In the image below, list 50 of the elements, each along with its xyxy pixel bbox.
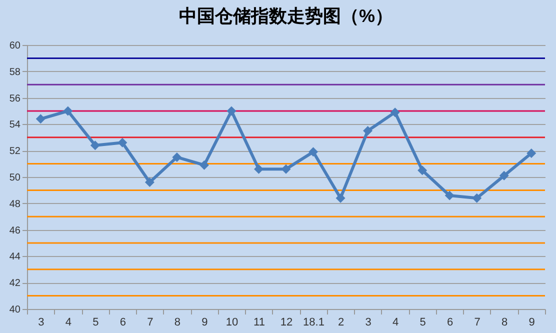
point [63, 106, 73, 116]
point [254, 164, 264, 174]
point [526, 148, 536, 158]
point [499, 170, 509, 180]
x-tick-label: 3 [38, 316, 44, 328]
x-tick-label: 18.1 [303, 316, 324, 328]
y-tick-label: 46 [9, 225, 21, 236]
x-tick-label: 11 [254, 316, 265, 328]
point [336, 193, 346, 203]
y-tick-label: 54 [9, 120, 21, 131]
x-tick-label: 6 [447, 316, 454, 328]
x-tick-label: 6 [120, 316, 126, 328]
x-tick-label: 10 [226, 316, 238, 328]
x-tick-label: 8 [174, 316, 181, 328]
point [444, 190, 454, 200]
x-tick-label: 3 [365, 316, 372, 328]
y-tick-label: 52 [9, 146, 21, 158]
point [472, 193, 482, 203]
x-tick-label: 2 [338, 316, 344, 328]
point [418, 166, 428, 176]
x-tick-label: 8 [502, 316, 508, 328]
y-tick-label: 44 [9, 252, 21, 263]
y-tick-label: 48 [9, 198, 21, 210]
y-tick-label: 40 [9, 304, 21, 316]
x-tick-label: 7 [474, 316, 480, 328]
x-tick-label: 7 [147, 316, 154, 328]
chart-title: 中国仓储指数走势图（%） [178, 6, 394, 26]
point [363, 126, 373, 136]
x-tick-label: 5 [92, 316, 99, 328]
point [226, 106, 236, 116]
x-tick-label: 5 [420, 316, 426, 328]
y-tick-label: 42 [9, 278, 21, 290]
x-tick-label: 4 [65, 316, 72, 328]
y-tick-label: 60 [9, 40, 21, 52]
point [90, 140, 100, 150]
point [144, 178, 154, 188]
y-tick-label: 56 [9, 93, 21, 104]
x-tick-label: 9 [528, 316, 535, 328]
point [390, 108, 400, 118]
point [118, 138, 128, 148]
y-tick-label: 50 [9, 172, 21, 184]
point [199, 160, 209, 170]
x-tick-label: 9 [202, 316, 208, 328]
y-tick-label: 58 [9, 66, 21, 78]
point [281, 164, 291, 174]
point [36, 114, 46, 124]
x-tick-label: 12 [280, 316, 293, 328]
point [308, 147, 318, 157]
point [172, 152, 182, 162]
x-tick-label: 4 [392, 316, 399, 328]
